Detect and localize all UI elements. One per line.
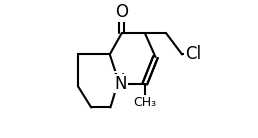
Text: Cl: Cl [185,45,201,63]
Text: O: O [115,3,128,21]
Text: CH₃: CH₃ [133,96,156,109]
Text: N: N [115,75,127,93]
Text: N: N [112,72,125,90]
